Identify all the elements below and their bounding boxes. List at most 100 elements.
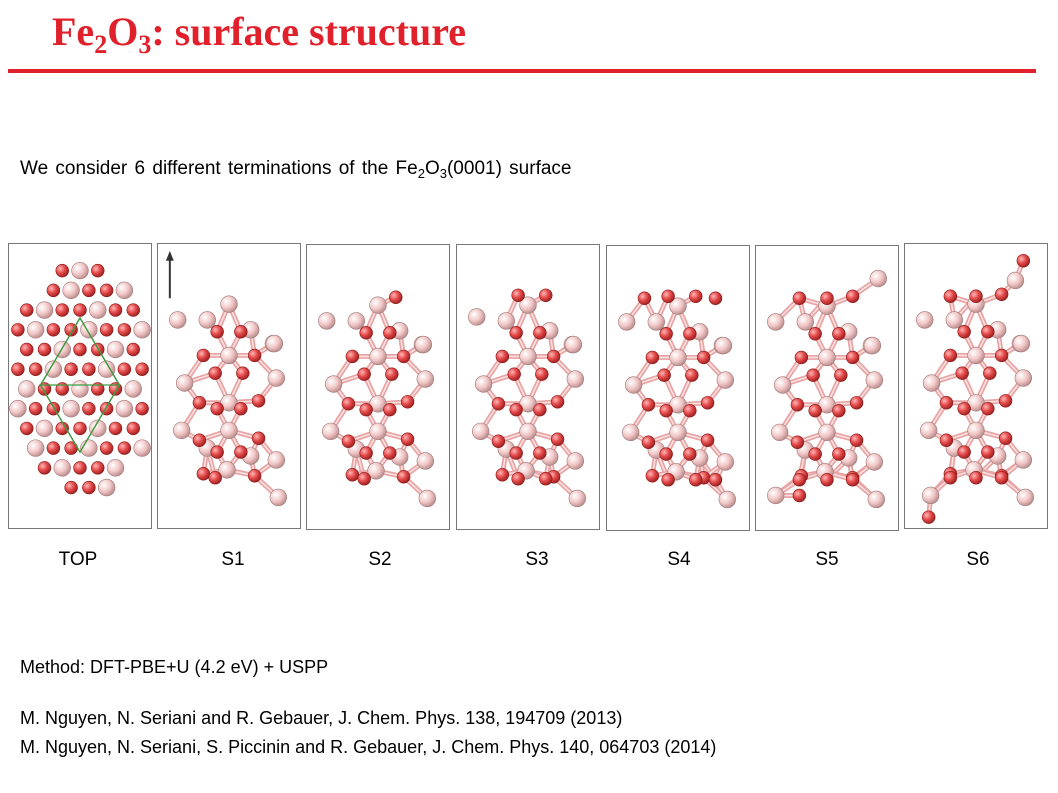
o-atom — [196, 348, 211, 363]
fe-atom — [718, 490, 736, 509]
fe-atom — [818, 348, 836, 367]
fe-atom — [519, 347, 537, 366]
o-atom — [849, 396, 864, 410]
o-atom — [234, 445, 248, 459]
fe-atom — [519, 395, 537, 413]
o-atom — [981, 325, 995, 339]
fe-atom — [519, 296, 537, 314]
o-atom — [345, 349, 360, 364]
fe-atom — [198, 311, 216, 329]
fe-atom — [773, 376, 792, 394]
fe-atom — [218, 461, 236, 479]
o-atom — [345, 468, 360, 482]
o-atom — [509, 446, 523, 460]
fe-atom — [566, 452, 585, 470]
o-atom — [64, 480, 78, 495]
fe-atom — [566, 370, 585, 388]
o-atom — [495, 349, 510, 364]
o-atom — [491, 434, 506, 448]
o-atom — [659, 447, 673, 461]
o-atom — [46, 283, 61, 298]
o-atom — [921, 510, 936, 524]
o-atom — [396, 349, 411, 364]
fe-atom — [967, 346, 985, 365]
o-atom — [955, 366, 969, 380]
o-atom — [236, 366, 250, 380]
fe-atom — [62, 281, 80, 300]
o-atom — [20, 342, 34, 357]
o-atom — [539, 472, 553, 486]
o-atom — [708, 473, 723, 487]
o-atom — [790, 435, 805, 449]
o-atom — [645, 469, 660, 483]
o-atom — [126, 421, 140, 436]
o-atom — [994, 287, 1009, 301]
o-atom — [700, 396, 715, 410]
o-atom — [135, 401, 149, 416]
o-atom — [546, 349, 561, 364]
o-atom — [696, 350, 711, 365]
label-s2: S2 — [368, 549, 392, 570]
o-atom — [689, 289, 703, 303]
o-atom — [383, 402, 397, 417]
panel-s4 — [606, 245, 750, 531]
o-atom — [396, 470, 411, 484]
o-atom — [82, 401, 96, 416]
fe-atom — [770, 423, 789, 442]
unit-cell-outline — [39, 316, 121, 454]
o-atom — [957, 445, 971, 459]
o-atom — [82, 362, 96, 376]
fe-atom — [220, 421, 238, 440]
o-atom — [135, 362, 149, 376]
fe-atom — [9, 400, 27, 418]
fe-atom — [471, 422, 490, 441]
fe-atom — [324, 375, 343, 393]
o-atom — [981, 401, 995, 416]
o-atom — [55, 382, 69, 396]
fe-atom — [916, 311, 934, 329]
fe-atom — [369, 395, 387, 413]
fe-atom — [369, 347, 387, 366]
fe-atom — [767, 313, 785, 331]
fe-atom — [922, 374, 941, 392]
fe-atom — [71, 380, 89, 398]
fe-atom — [97, 360, 116, 378]
o-atom — [251, 431, 266, 445]
o-atom — [73, 421, 87, 436]
fe-atom — [369, 422, 387, 441]
method-text: Method: DFT-PBE+U (4.2 eV) + USPP — [20, 657, 329, 677]
fe-atom — [106, 459, 125, 477]
fe-atom — [1012, 334, 1031, 353]
o-atom — [806, 368, 820, 382]
fe-atom — [106, 340, 125, 359]
fe-atom — [53, 459, 71, 477]
fe-atom — [347, 312, 365, 330]
o-atom — [37, 461, 52, 475]
o-atom — [957, 401, 971, 416]
fe-atom — [220, 295, 238, 313]
o-atom — [550, 432, 565, 446]
o-atom — [683, 403, 697, 418]
o-atom — [509, 326, 523, 340]
o-atom — [389, 290, 403, 304]
fe-atom — [367, 462, 385, 480]
fe-atom — [26, 439, 45, 457]
o-atom — [790, 398, 805, 412]
o-atom — [210, 445, 224, 459]
o-atom — [849, 433, 864, 447]
fe-atom — [124, 380, 142, 398]
o-atom — [533, 402, 547, 417]
o-atom — [99, 283, 114, 298]
o-atom — [341, 397, 356, 411]
o-atom — [969, 471, 983, 485]
o-atom — [99, 441, 114, 455]
o-atom — [99, 323, 114, 337]
fe-atom — [62, 400, 80, 418]
o-atom — [535, 367, 549, 381]
label-top: TOP — [58, 549, 98, 570]
reference-2: M. Nguyen, N. Seriani, S. Piccinin and R… — [20, 737, 717, 757]
fe-atom — [71, 261, 89, 280]
fe-atom — [474, 375, 493, 393]
fe-atom — [568, 489, 586, 508]
fe-atom — [863, 336, 882, 355]
